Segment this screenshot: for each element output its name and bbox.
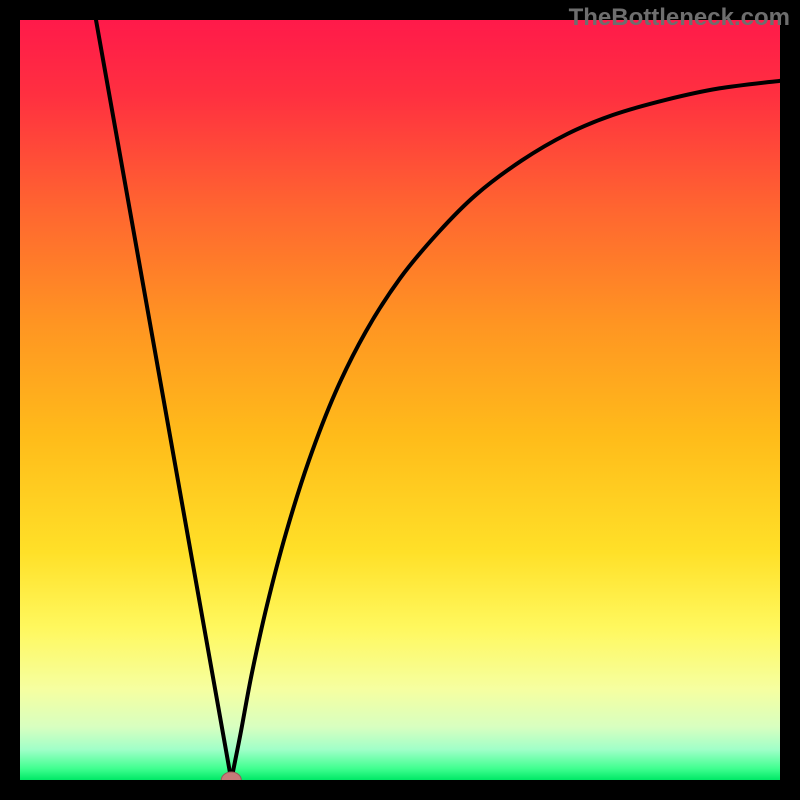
curve-right-branch: [231, 81, 780, 780]
chart-frame: TheBottleneck.com: [0, 0, 800, 800]
watermark-text: TheBottleneck.com: [569, 4, 790, 32]
plot-area: [20, 20, 780, 780]
minimum-marker: [221, 772, 241, 780]
curve-left-branch: [96, 20, 231, 780]
chart-svg: [20, 20, 780, 780]
